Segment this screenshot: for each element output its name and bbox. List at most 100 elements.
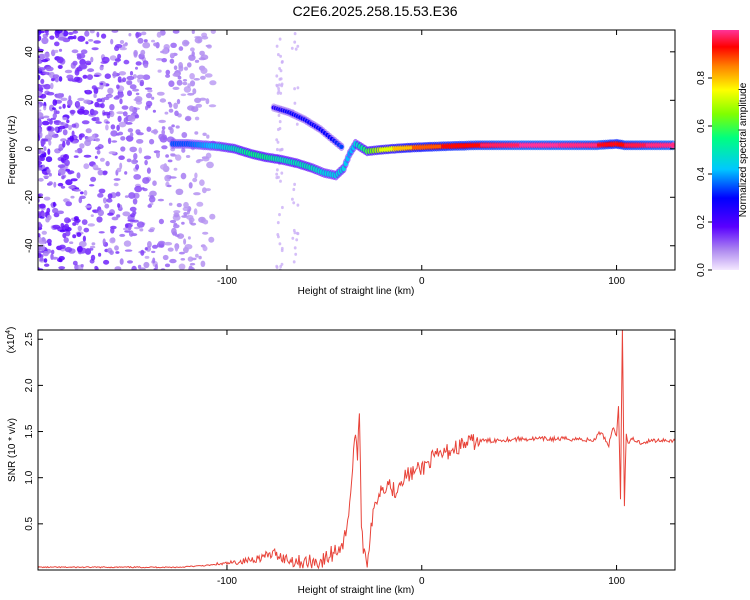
noise-speckle xyxy=(38,109,42,112)
noise-speckle xyxy=(135,61,142,66)
colorbar-ticks: 0.0 0.2 0.4 0.6 0.8 xyxy=(696,71,712,277)
noise-speckle xyxy=(111,140,118,143)
noise-speckle xyxy=(201,35,209,40)
noise-speckle xyxy=(62,140,66,148)
noise-speckle xyxy=(77,35,86,42)
noise-speckle xyxy=(80,49,88,54)
noise-streak-dot xyxy=(278,77,282,81)
noise-speckle xyxy=(84,205,92,208)
noise-speckle xyxy=(41,37,49,45)
noise-speckle xyxy=(206,44,212,49)
noise-speckle xyxy=(150,129,159,134)
noise-speckle xyxy=(109,250,114,256)
noise-speckle xyxy=(89,245,96,249)
snr-y-tick-label: 1.5 xyxy=(24,424,35,438)
noise-speckle xyxy=(44,52,50,59)
noise-speckle xyxy=(45,32,49,36)
colorbar-gradient xyxy=(712,30,739,270)
noise-speckle xyxy=(65,168,70,172)
noise-speckle xyxy=(109,104,115,111)
noise-speckle xyxy=(72,222,77,226)
noise-speckle xyxy=(122,111,128,117)
noise-speckle xyxy=(104,203,110,209)
noise-speckle xyxy=(91,242,96,246)
noise-speckle xyxy=(181,132,188,138)
noise-speckle xyxy=(91,85,97,90)
noise-speckle xyxy=(96,98,103,103)
noise-speckle xyxy=(38,177,44,182)
noise-speckle xyxy=(96,150,101,155)
spectrogram-panel: -100 0 100 -40 -20 0 20 40 Height of straight … xyxy=(7,29,676,297)
noise-speckle xyxy=(113,61,118,66)
noise-speckle xyxy=(135,164,140,170)
noise-speckle xyxy=(116,84,120,89)
noise-speckle xyxy=(188,266,195,270)
noise-speckle xyxy=(51,49,56,57)
noise-speckle xyxy=(198,57,206,61)
snr-x-ticks: -100 0 100 xyxy=(217,330,625,587)
spectrogram-y-tick-label: 40 xyxy=(24,46,35,58)
noise-speckle xyxy=(41,120,50,126)
noise-speckle xyxy=(121,105,129,110)
noise-speckle xyxy=(135,31,140,39)
spectrogram-y-label: Frequency (Hz) xyxy=(7,116,18,185)
noise-speckle xyxy=(188,182,193,189)
noise-speckle xyxy=(172,86,180,90)
noise-speckle xyxy=(143,39,148,43)
noise-speckle xyxy=(83,154,92,158)
noise-speckle xyxy=(167,159,173,163)
noise-speckle xyxy=(40,78,45,84)
noise-speckle xyxy=(156,31,162,38)
noise-speckle xyxy=(38,91,43,97)
noise-speckle xyxy=(112,71,117,77)
noise-speckle xyxy=(158,133,164,140)
noise-speckle xyxy=(43,146,47,151)
noise-speckle xyxy=(39,203,46,209)
noise-streak-dot xyxy=(293,182,296,186)
noise-speckle xyxy=(185,155,191,158)
noise-streak-dot xyxy=(293,40,297,44)
noise-speckle xyxy=(38,48,44,52)
noise-speckle xyxy=(63,223,69,229)
noise-speckle xyxy=(109,237,116,244)
noise-speckle xyxy=(102,111,111,116)
noise-speckle xyxy=(151,250,156,254)
noise-speckle xyxy=(152,257,156,264)
noise-speckle xyxy=(83,163,90,170)
noise-speckle xyxy=(190,47,195,52)
colorbar-tick-label: 0.4 xyxy=(696,167,707,181)
noise-speckle xyxy=(67,32,74,35)
noise-speckle xyxy=(48,131,53,136)
noise-speckle xyxy=(180,93,187,97)
noise-speckle xyxy=(145,92,153,99)
noise-speckle xyxy=(174,72,181,78)
noise-speckle xyxy=(60,97,68,102)
noise-speckle xyxy=(136,221,145,228)
noise-speckle xyxy=(194,131,199,135)
noise-speckle xyxy=(43,175,50,179)
noise-speckle xyxy=(107,212,114,216)
noise-streak-dot xyxy=(275,172,279,176)
noise-speckle xyxy=(159,98,167,103)
noise-speckle xyxy=(94,138,101,142)
noise-speckle xyxy=(165,74,171,78)
noise-streak-dot xyxy=(292,260,296,264)
noise-speckle xyxy=(68,95,72,102)
noise-speckle xyxy=(72,188,81,192)
noise-streak-dot xyxy=(278,67,281,71)
colorbar-tick-label: 0.0 xyxy=(696,263,707,277)
noise-speckle xyxy=(178,263,186,270)
noise-speckle xyxy=(57,210,64,215)
noise-speckle xyxy=(69,109,76,114)
spectrogram-frame xyxy=(37,29,676,271)
noise-speckle xyxy=(38,58,43,64)
colorbar-label: Normalized spectral amplitude xyxy=(738,82,749,217)
noise-speckle xyxy=(159,120,166,123)
noise-speckle xyxy=(60,157,65,162)
colorbar-tick-label: 0.6 xyxy=(696,119,707,133)
noise-speckle xyxy=(164,241,173,246)
noise-speckle xyxy=(76,232,82,238)
noise-speckle xyxy=(63,217,71,224)
noise-speckle xyxy=(173,224,180,229)
noise-streak-dot xyxy=(275,264,279,268)
